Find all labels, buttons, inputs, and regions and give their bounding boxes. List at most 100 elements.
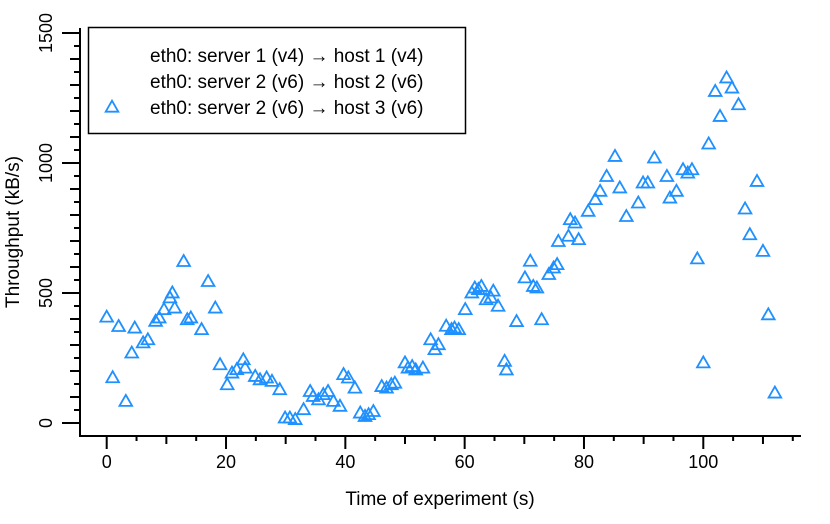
data-point-triangle <box>611 179 628 194</box>
data-point-triangle <box>117 393 134 407</box>
data-point-triangle <box>365 403 382 417</box>
y-tick-label: 500 <box>36 278 56 308</box>
data-point-triangle <box>508 313 525 327</box>
data-point-triangle <box>207 299 224 314</box>
data-point-triangle <box>126 319 143 334</box>
data-point-triangle <box>332 398 348 412</box>
data-point-triangle <box>496 353 513 367</box>
data-point-triangle <box>271 381 288 396</box>
legend: eth0: server 1 (v4) → host 1 (v4) eth0: … <box>87 26 467 135</box>
data-point-triangle <box>668 182 685 197</box>
data-point-triangle <box>135 334 151 349</box>
triangle-marker-icon <box>104 98 120 113</box>
data-point-triangle <box>104 369 121 384</box>
legend-entry-2: eth0: server 2 (v6) → host 2 (v6) <box>150 72 424 93</box>
data-point-triangle <box>123 344 140 359</box>
data-point-triangle <box>689 250 706 265</box>
data-point-triangle <box>315 386 332 401</box>
data-point-triangle <box>400 359 416 374</box>
x-tick-label: 40 <box>335 452 355 472</box>
data-point-triangle <box>545 259 562 274</box>
data-point-triangle <box>360 406 377 421</box>
data-point-triangle <box>598 168 615 182</box>
data-point-triangle <box>549 256 565 271</box>
data-points <box>98 69 783 425</box>
data-point-triangle <box>151 309 168 324</box>
y-tick-label: 0 <box>36 418 56 428</box>
data-point-triangle <box>767 384 783 399</box>
data-point-triangle <box>712 108 728 122</box>
data-point-triangle <box>224 364 240 379</box>
data-point-triangle <box>684 161 700 176</box>
data-point-triangle <box>473 278 490 292</box>
data-point-triangle <box>450 321 467 336</box>
data-point-triangle <box>592 182 608 197</box>
data-point-triangle <box>175 253 192 267</box>
y-tick-label: 1500 <box>36 13 56 53</box>
data-point-triangle <box>446 319 463 334</box>
data-point-triangle <box>560 227 577 242</box>
y-axis-title: Throughput (kB/s) <box>3 156 24 308</box>
data-point-triangle <box>340 369 357 384</box>
data-point-triangle <box>540 266 557 280</box>
data-point-triangle <box>98 308 115 323</box>
data-point-triangle <box>383 376 400 391</box>
data-point-triangle <box>533 311 550 326</box>
data-point-triangle <box>570 231 587 246</box>
axis-lines <box>79 28 801 437</box>
data-point-triangle <box>737 200 753 215</box>
data-point-triangle <box>470 281 487 295</box>
data-point-triangle <box>749 173 765 187</box>
data-point-triangle <box>228 361 245 376</box>
data-point-triangle <box>287 411 304 425</box>
data-point-triangle <box>567 214 583 229</box>
data-point-triangle <box>164 284 181 299</box>
x-tick-label: 0 <box>102 452 112 472</box>
data-point-triangle <box>147 312 164 327</box>
data-point-triangle <box>320 383 336 397</box>
data-point-triangle <box>295 401 312 416</box>
data-point-triangle <box>182 309 199 324</box>
data-point-triangle <box>457 301 474 315</box>
data-point-triangle <box>219 376 236 391</box>
data-point-triangle <box>156 301 172 315</box>
data-point-triangle <box>618 208 635 222</box>
x-tick-label: 100 <box>688 452 718 472</box>
legend-entry-3: eth0: server 2 (v6) → host 3 (v6) <box>150 98 424 119</box>
legend-entry-1: eth0: server 1 (v4) → host 1 (v4) <box>150 46 424 67</box>
data-point-triangle <box>387 374 403 389</box>
data-point-triangle <box>700 135 717 150</box>
x-tick-label: 60 <box>455 452 475 472</box>
data-point-triangle <box>422 331 439 346</box>
data-point-triangle <box>695 354 712 369</box>
data-point-triangle <box>724 79 740 94</box>
data-point-triangle <box>646 149 663 164</box>
data-point-triangle <box>212 356 228 371</box>
data-point-triangle <box>662 189 678 204</box>
data-point-triangle <box>483 289 499 304</box>
data-point-triangle <box>166 299 183 314</box>
x-axis-title: Time of experiment (s) <box>345 489 534 510</box>
x-tick-label: 80 <box>574 452 594 472</box>
data-point-triangle <box>347 379 363 394</box>
data-point-triangle <box>607 148 623 162</box>
data-point-triangle <box>200 273 216 287</box>
data-point-triangle <box>325 393 342 407</box>
data-point-triangle <box>478 291 494 306</box>
data-point-triangle <box>517 269 533 284</box>
data-point-triangle <box>718 69 735 84</box>
data-point-triangle <box>179 311 196 326</box>
legend-box <box>87 26 467 135</box>
data-point-triangle <box>659 168 675 182</box>
data-point-triangle <box>580 203 597 217</box>
data-point-triangle <box>528 279 545 294</box>
data-point-triangle <box>235 351 252 366</box>
data-point-triangle <box>415 359 431 374</box>
data-point-triangle <box>237 359 253 374</box>
x-tick-label: 20 <box>216 452 236 472</box>
data-point-triangle <box>498 361 515 376</box>
data-point-triangle <box>522 252 539 267</box>
